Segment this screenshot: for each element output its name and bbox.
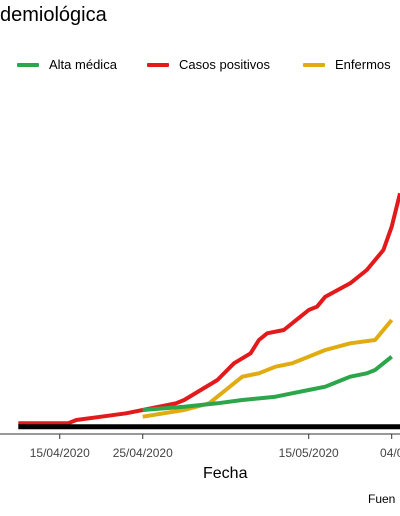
legend-label: Enfermos: [335, 57, 391, 72]
series-line: [18, 192, 400, 426]
legend-label: Casos positivos: [179, 57, 271, 72]
legend-item-enfermos: Enfermos: [303, 55, 391, 75]
legend-swatch-green: [17, 63, 39, 67]
legend: e Alta médica Casos positivos Enfermos: [0, 55, 400, 75]
legend-item-casos-positivos: Casos positivos: [147, 55, 270, 75]
x-tick-label: 04/0: [380, 446, 400, 460]
x-axis-label: Fecha: [203, 465, 248, 482]
legend-item-alta-medica: Alta médica: [17, 55, 117, 75]
legend-label: Alta médica: [49, 57, 117, 72]
source-caption: Fuen: [368, 492, 396, 506]
legend-swatch-red: [147, 63, 169, 67]
legend-swatch-yellow: [303, 63, 325, 67]
chart-title: demiológica: [0, 4, 107, 26]
series-line: [142, 355, 393, 412]
x-tick-label: 15/05/2020: [279, 446, 339, 460]
series-line: [142, 318, 394, 419]
x-tick-label: 25/04/2020: [113, 446, 173, 460]
x-tick-label: 15/04/2020: [30, 446, 90, 460]
